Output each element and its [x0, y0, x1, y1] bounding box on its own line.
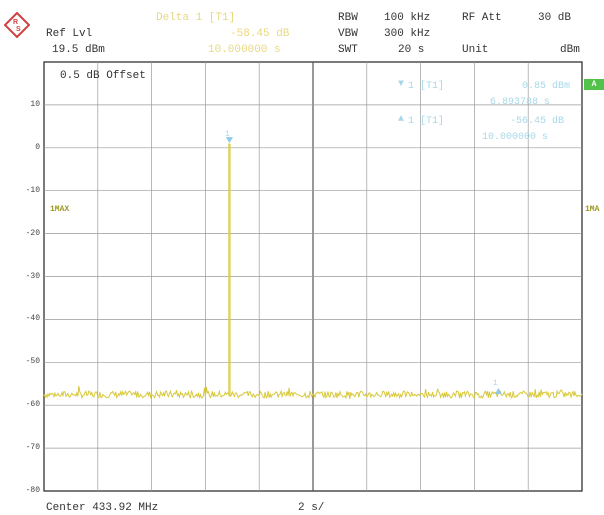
plot-grid: [43, 61, 583, 492]
delta-marker-time: 10.000000 s: [208, 44, 281, 56]
unit-value: dBm: [560, 44, 580, 56]
marker-1-label: 1 [T1]: [408, 81, 445, 92]
delta-marker-triangle: [494, 387, 502, 394]
marker-1-triangle: [225, 137, 233, 144]
ref-level-label: Ref Lvl: [46, 28, 93, 40]
y-tick-label: -50: [25, 357, 40, 367]
swt-label: SWT: [338, 44, 358, 56]
marker-layer: [225, 137, 502, 394]
trace-status-badge: A: [584, 79, 604, 90]
vbw-value: 300 kHz: [384, 28, 431, 40]
delta-marker-readout-value: -56.45 dB: [510, 116, 565, 127]
rf-att-value: 30 dB: [538, 12, 572, 24]
y-tick-label: -40: [25, 314, 40, 324]
delta-marker-label: Delta 1 [T1]: [156, 12, 236, 24]
delta-marker-db: -58.45 dB: [230, 28, 290, 40]
rohde-schwarz-logo: R S: [4, 12, 30, 38]
y-tick-label: -60: [25, 400, 40, 410]
y-tick-label: -20: [25, 228, 40, 238]
svg-text:R: R: [13, 19, 18, 26]
vbw-label: VBW: [338, 28, 358, 40]
swt-value: 20 s: [398, 44, 425, 56]
marker-1-value: 0.85 dBm: [522, 81, 571, 92]
y-tick-label: -70: [25, 443, 40, 453]
delta-marker-readout-label: 1 [T1]: [408, 116, 445, 127]
rbw-value: 100 kHz: [384, 12, 431, 24]
trace-left-label: 1MAX: [50, 205, 70, 214]
svg-text:S: S: [16, 26, 21, 33]
span-per-division-label: 2 s/: [298, 502, 325, 514]
delta-marker-tag: 1: [493, 379, 498, 388]
trace-right-label: 1MA: [585, 205, 600, 214]
y-tick-label: -80: [25, 486, 40, 495]
y-tick-label: -10: [25, 185, 40, 195]
rbw-label: RBW: [338, 12, 358, 24]
delta-marker-indicator-icon: ▲: [398, 114, 405, 125]
unit-label: Unit: [462, 44, 489, 56]
y-tick-label: -30: [25, 271, 40, 281]
delta-marker-readout-time: 10.000000 s: [482, 132, 549, 143]
trace-layer: [43, 143, 583, 400]
center-frequency-label: Center 433.92 MHz: [46, 502, 159, 514]
ref-level-value: 19.5 dBm: [52, 44, 105, 56]
rf-att-label: RF Att: [462, 12, 502, 24]
marker-1-time: 6.893788 s: [490, 97, 551, 108]
offset-label: 0.5 dB Offset: [60, 70, 146, 82]
marker-1-indicator-icon: ▼: [398, 79, 405, 90]
marker-1-tag: 1: [225, 130, 230, 139]
y-tick-label: 10: [30, 99, 40, 109]
trace-line: [43, 143, 583, 400]
y-tick-label: 0: [35, 142, 40, 152]
